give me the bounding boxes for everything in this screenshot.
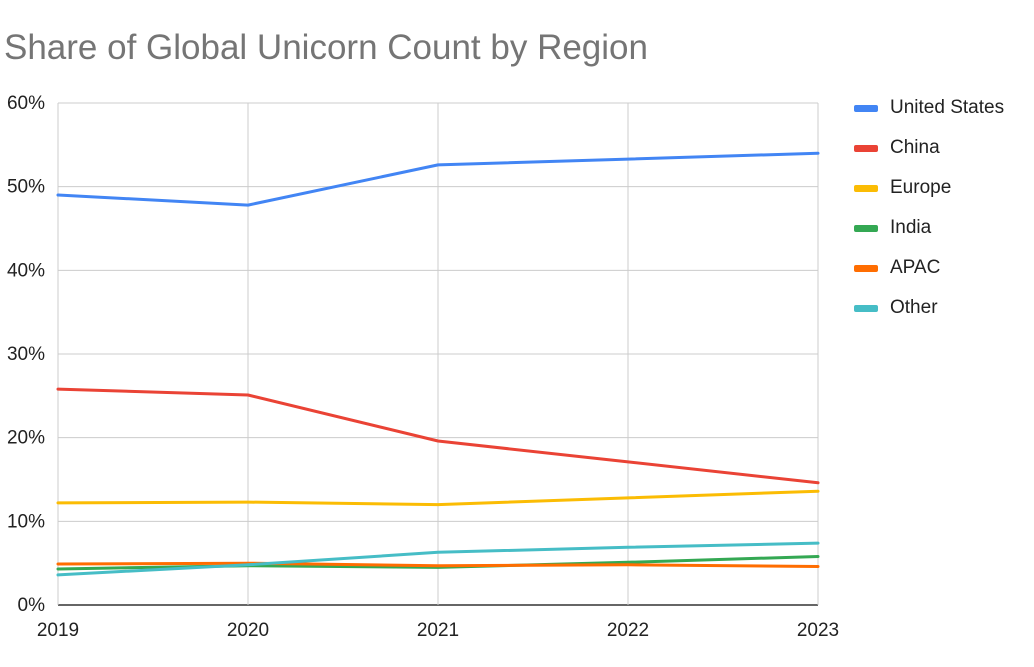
legend-label: United States <box>890 97 1005 118</box>
legend-label: Other <box>890 297 938 318</box>
legend-item-china: China <box>854 128 1004 168</box>
y-axis-labels: 0% 10% 20% 30% 40% 50% 60% <box>7 93 45 616</box>
legend-label: India <box>890 217 932 238</box>
legend-item-india: India <box>854 208 1004 248</box>
legend-label: Europe <box>890 177 952 198</box>
y-tick-label: 50% <box>7 177 45 198</box>
x-tick-label: 2022 <box>607 620 649 641</box>
legend: United States China Europe India APAC Other <box>854 88 1004 328</box>
legend-item-united-states: United States <box>854 88 1004 128</box>
legend-label: APAC <box>890 257 941 278</box>
x-axis-labels: 2019 2020 2021 2022 2023 <box>37 620 839 641</box>
legend-item-apac: APAC <box>854 248 1004 288</box>
y-tick-label: 60% <box>7 93 45 114</box>
legend-swatch <box>854 304 878 312</box>
x-tick-label: 2021 <box>417 620 459 641</box>
x-tick-label: 2023 <box>797 620 839 641</box>
legend-item-other: Other <box>854 288 1004 328</box>
series-line-united-states <box>56 151 820 207</box>
y-tick-label: 0% <box>18 595 46 616</box>
chart-title: Share of Global Unicorn Count by Region <box>4 28 648 67</box>
legend-swatch <box>854 104 878 112</box>
series-line-china <box>56 387 820 485</box>
grid-lines <box>57 102 819 606</box>
series-lines <box>56 151 820 577</box>
series-line-apac <box>56 561 820 568</box>
y-tick-label: 10% <box>7 511 45 532</box>
legend-swatch <box>854 224 878 232</box>
legend-swatch <box>854 264 878 272</box>
legend-label: China <box>890 137 940 158</box>
y-tick-label: 20% <box>7 428 45 449</box>
series-line-europe <box>56 489 820 507</box>
x-tick-label: 2019 <box>37 620 79 641</box>
legend-item-europe: Europe <box>854 168 1004 208</box>
y-tick-label: 30% <box>7 344 45 365</box>
y-tick-label: 40% <box>7 260 45 281</box>
legend-swatch <box>854 144 878 152</box>
x-tick-label: 2020 <box>227 620 269 641</box>
series-line-other <box>56 541 820 577</box>
legend-swatch <box>854 184 878 192</box>
